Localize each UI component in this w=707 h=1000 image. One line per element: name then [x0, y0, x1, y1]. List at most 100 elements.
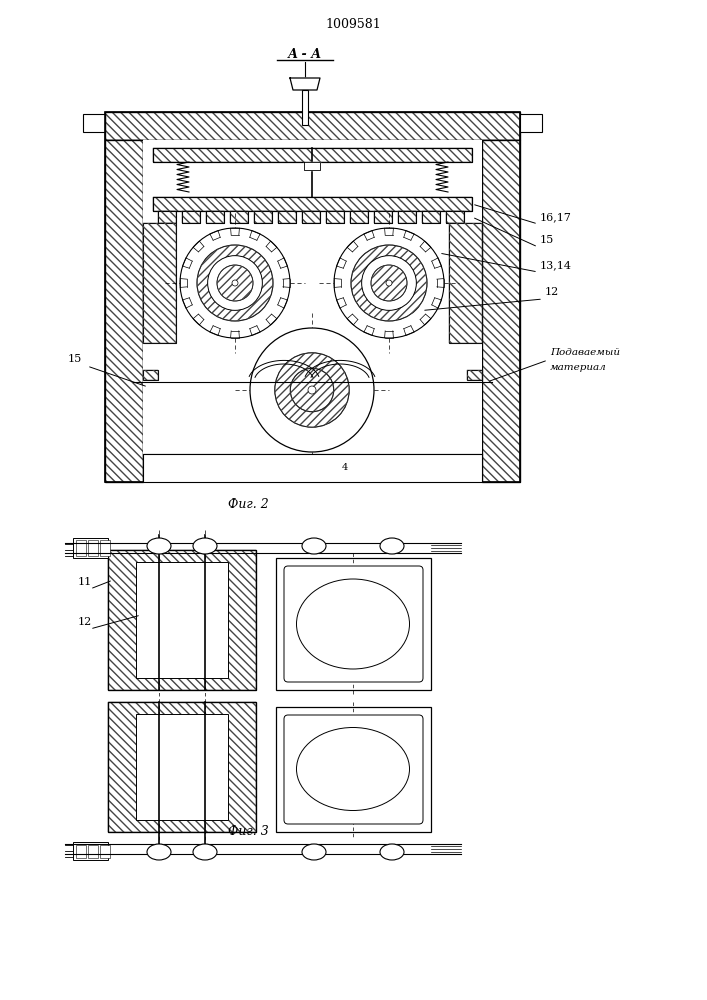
- Text: Фиг. 3: Фиг. 3: [228, 825, 269, 838]
- Ellipse shape: [147, 844, 171, 860]
- Bar: [276, 707, 431, 832]
- Bar: [278, 211, 296, 223]
- Bar: [76, 540, 86, 556]
- Bar: [108, 702, 256, 832]
- Bar: [254, 211, 272, 223]
- Bar: [206, 211, 224, 223]
- Text: 15: 15: [540, 235, 554, 245]
- Circle shape: [371, 265, 407, 301]
- Bar: [136, 562, 228, 678]
- Ellipse shape: [296, 579, 409, 669]
- Bar: [100, 845, 110, 858]
- Text: материал: материал: [550, 363, 607, 372]
- Ellipse shape: [380, 538, 404, 554]
- Ellipse shape: [302, 844, 326, 860]
- Ellipse shape: [302, 538, 326, 554]
- Bar: [182, 211, 200, 223]
- Bar: [374, 211, 392, 223]
- Text: А - А: А - А: [288, 48, 322, 61]
- Bar: [136, 714, 228, 820]
- Bar: [482, 140, 520, 482]
- Bar: [326, 211, 344, 223]
- Circle shape: [308, 386, 316, 394]
- Bar: [206, 211, 224, 223]
- Ellipse shape: [193, 538, 217, 554]
- Polygon shape: [304, 162, 320, 170]
- Text: Фиг. 2: Фиг. 2: [228, 498, 269, 511]
- Bar: [278, 211, 296, 223]
- Circle shape: [197, 245, 273, 321]
- Circle shape: [291, 368, 334, 412]
- Bar: [153, 197, 472, 211]
- Bar: [88, 540, 98, 556]
- Bar: [254, 211, 272, 223]
- Bar: [143, 370, 158, 380]
- Circle shape: [180, 228, 290, 338]
- Bar: [108, 702, 256, 832]
- Bar: [182, 211, 200, 223]
- Bar: [230, 211, 248, 223]
- Bar: [100, 540, 110, 556]
- Bar: [374, 211, 392, 223]
- Bar: [467, 370, 482, 380]
- Bar: [449, 223, 482, 343]
- Ellipse shape: [147, 538, 171, 554]
- Bar: [105, 112, 520, 482]
- Bar: [302, 211, 320, 223]
- Bar: [143, 140, 482, 482]
- Bar: [449, 223, 482, 343]
- Polygon shape: [290, 78, 320, 90]
- Bar: [158, 211, 176, 223]
- Bar: [446, 211, 464, 223]
- Circle shape: [217, 265, 253, 301]
- Bar: [446, 211, 464, 223]
- Bar: [153, 197, 472, 211]
- Bar: [105, 112, 520, 140]
- Bar: [105, 112, 520, 140]
- Bar: [350, 211, 368, 223]
- Ellipse shape: [296, 728, 409, 810]
- Bar: [254, 211, 272, 223]
- Text: 15: 15: [68, 354, 82, 364]
- Bar: [73, 842, 108, 860]
- Circle shape: [275, 353, 349, 427]
- Bar: [76, 845, 86, 858]
- FancyBboxPatch shape: [284, 566, 423, 682]
- Bar: [143, 223, 176, 343]
- Bar: [153, 148, 472, 162]
- Text: 12: 12: [545, 287, 559, 297]
- Bar: [482, 140, 520, 482]
- Bar: [105, 140, 143, 482]
- FancyBboxPatch shape: [284, 715, 423, 824]
- Bar: [467, 370, 482, 380]
- Text: Подаваемый: Подаваемый: [550, 348, 620, 357]
- Bar: [83, 114, 105, 132]
- Bar: [143, 370, 158, 380]
- Text: 12: 12: [78, 617, 92, 627]
- Circle shape: [208, 256, 262, 310]
- Bar: [153, 197, 472, 211]
- Bar: [105, 112, 520, 140]
- Bar: [326, 211, 344, 223]
- Bar: [182, 211, 200, 223]
- Bar: [158, 211, 176, 223]
- Bar: [105, 140, 143, 482]
- Bar: [206, 211, 224, 223]
- Bar: [143, 454, 482, 482]
- Bar: [374, 211, 392, 223]
- Bar: [108, 702, 256, 832]
- Bar: [350, 211, 368, 223]
- Text: 1009581: 1009581: [325, 18, 381, 31]
- Bar: [230, 211, 248, 223]
- Bar: [153, 148, 472, 162]
- Bar: [276, 558, 431, 690]
- Ellipse shape: [380, 844, 404, 860]
- Circle shape: [386, 280, 392, 286]
- Text: 13,14: 13,14: [540, 260, 572, 270]
- Bar: [350, 211, 368, 223]
- Bar: [158, 211, 176, 223]
- Bar: [278, 211, 296, 223]
- Bar: [398, 211, 416, 223]
- Bar: [326, 211, 344, 223]
- Bar: [108, 550, 256, 690]
